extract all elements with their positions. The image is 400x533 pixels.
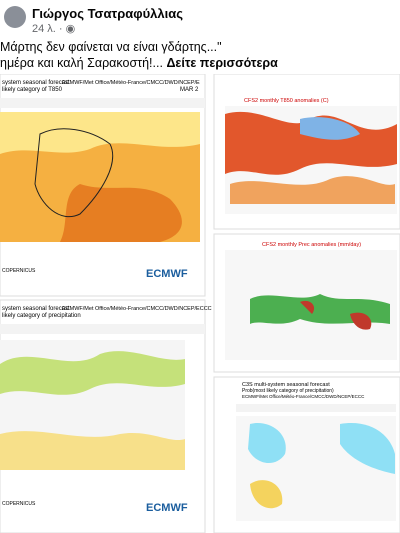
see-more[interactable]: Δείτε περισσότερα [166,56,278,70]
image-grid[interactable]: system seasonal forecast likely category… [0,74,400,533]
legend [236,404,396,412]
author[interactable]: Γιώργος Τσατραφύλλιας [32,6,183,21]
timestamp[interactable]: 24 λ. · ◉ [32,22,75,35]
image-title: C3S multi-system seasonal forecast [242,382,330,388]
post-text: ημέρα και καλή Σαρακοστή!... Δείτε περισ… [0,56,278,70]
image-subtitle: likely category of precipitation [2,313,81,319]
image-title: system seasonal forecast [2,306,70,312]
post-text-line: ημέρα και καλή Σαρακοστή!... [0,56,163,70]
post-text: Μάρτης δεν φαίνεται να είναι γδάρτης..." [0,40,222,54]
image-subtitle: likely category of T850 [2,87,63,93]
image-5[interactable]: C3S multi-system seasonal forecast Prob(… [213,376,400,533]
post-header: Γιώργος Τσατραφύλλιας 24 λ. · ◉ Μάρτης δ… [0,0,400,72]
image-title: CFS2 monthly T850 anomalies (C) [244,98,329,104]
image-source: ECMWF/Met Office/Météo-France/CMCC/DWD/N… [242,394,365,399]
image-source: ECMWF/Met Office/Météo-France/CMCC/DWD/N… [62,306,212,312]
image-source: ECMWF/Met Office/Météo-France/CMCC/DWD/N… [62,80,200,86]
logo-text: COPERNICUS [2,501,36,507]
image-subtitle: Prob(most likely category of precipitati… [242,388,334,394]
globe-icon: ◉ [65,23,76,35]
legend [0,324,205,334]
image-month: MAR 2 [180,87,199,93]
image-2[interactable]: CFS2 monthly T850 anomalies (C) [213,74,400,230]
image-4[interactable]: system seasonal forecast likely category… [0,299,212,533]
avatar[interactable] [4,6,26,28]
legend [0,98,205,108]
logo-text: COPERNICUS [2,268,36,274]
image-1[interactable]: system seasonal forecast likely category… [0,74,206,297]
time[interactable]: 24 λ. · [32,23,63,35]
image-title: system seasonal forecast [2,80,70,86]
logo-text: ECMWF [146,502,188,514]
logo-text: ECMWF [146,268,188,280]
image-3[interactable]: CFS2 monthly Prec anomalies (mm/day) [213,233,400,373]
image-title: CFS2 monthly Prec anomalies (mm/day) [262,242,361,248]
